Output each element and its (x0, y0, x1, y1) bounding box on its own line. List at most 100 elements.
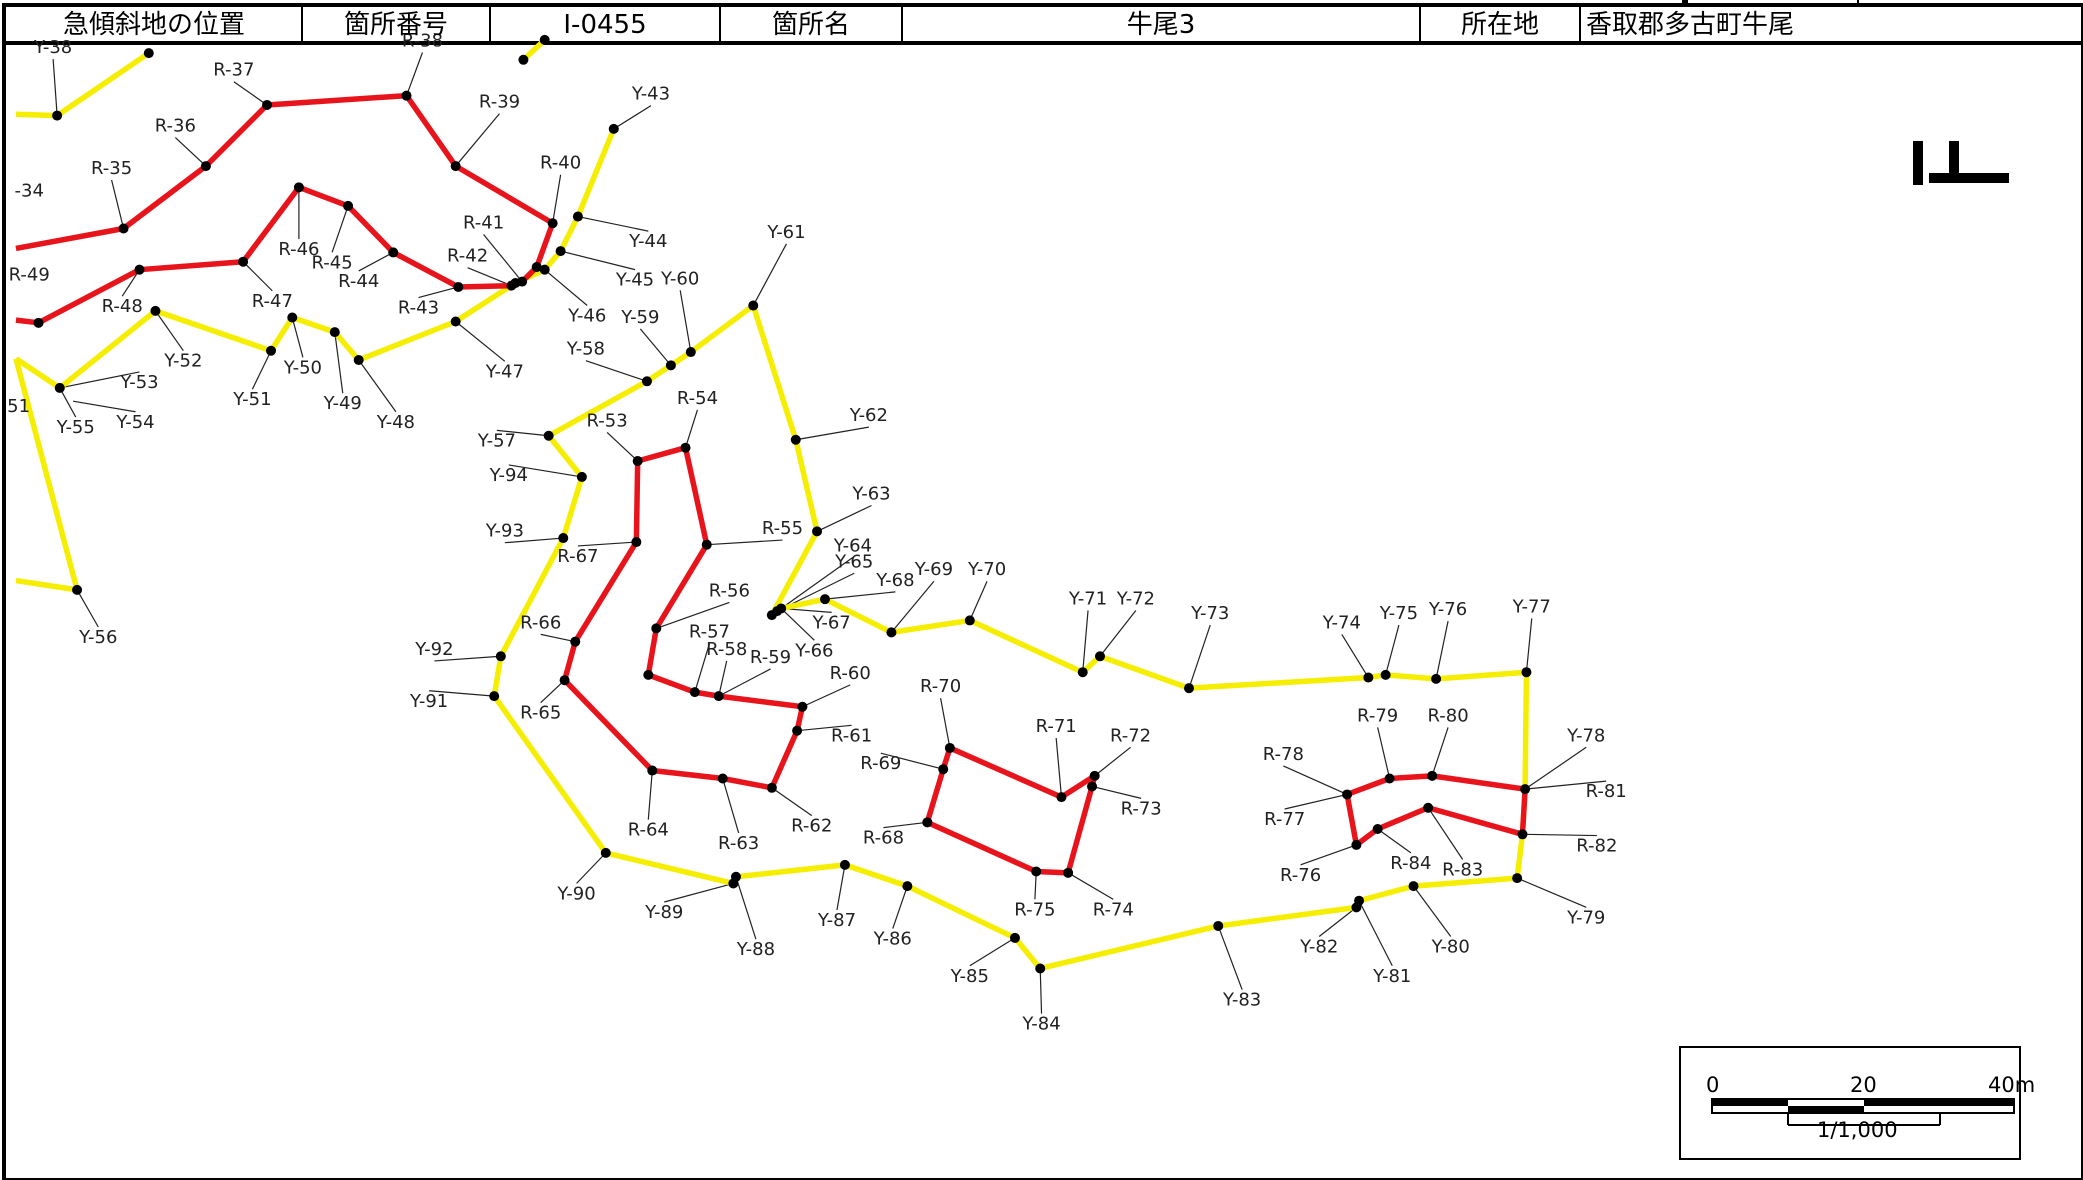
survey-point (632, 455, 643, 466)
point-label-r-68: R-68 (863, 828, 904, 849)
point-label-r-46: R-46 (278, 239, 319, 260)
point-label-y-88: Y-88 (736, 939, 775, 960)
point-label-r-42: R-42 (447, 246, 488, 267)
leader-line (59, 371, 140, 389)
point-label-y-69: Y-69 (914, 559, 953, 580)
survey-point (1089, 770, 1100, 781)
survey-point (1431, 673, 1442, 684)
survey-point (680, 442, 691, 453)
point-label-r-81: R-81 (1586, 781, 1627, 802)
survey-point (728, 878, 739, 889)
point-label-y-81: Y-81 (1372, 966, 1411, 987)
survey-point (559, 675, 570, 686)
point-label-y-78: Y-78 (1566, 725, 1605, 746)
point-label-r-57: R-57 (689, 622, 730, 643)
point-label-y-77: Y-77 (1512, 596, 1551, 617)
red-boundary-line-2 (561, 444, 806, 791)
point-label-y-57: Y-57 (477, 430, 516, 451)
point-label-y-75: Y-75 (1379, 603, 1418, 624)
survey-point (938, 764, 949, 775)
leader-line (251, 350, 272, 390)
survey-point (819, 594, 830, 605)
yellow-boundary-line-4 (13, 357, 80, 593)
scale-tick-0: 0 (1706, 1073, 1719, 1097)
survey-point (1351, 839, 1362, 850)
point-label-y-58: Y-58 (566, 339, 605, 360)
survey-point (600, 847, 611, 858)
point-label-r-71: R-71 (1036, 716, 1077, 737)
point-label-y-79: Y-79 (1566, 907, 1605, 928)
leader-line (1082, 610, 1089, 673)
survey-point (1213, 920, 1224, 931)
leader-line (797, 724, 852, 732)
leader-line (1385, 624, 1400, 676)
survey-point (748, 300, 759, 311)
leader-line (1284, 793, 1348, 810)
survey-point (118, 223, 129, 234)
leader-line (752, 243, 788, 306)
survey-point (539, 264, 550, 275)
point-label-y-86: Y-86 (873, 929, 912, 950)
partial-label: 51 (7, 396, 30, 417)
header-table: 急傾斜地の位置 箇所番号 Ⅰ-0455 箇所名 牛尾3 所在地 香取郡多古町牛尾 (0, 0, 2083, 44)
point-label-y-64: Y-64 (833, 535, 872, 556)
point-label-r-35: R-35 (91, 158, 132, 179)
leader-line (560, 250, 636, 271)
scale-bar: 0 20 40m 1/1,000 (1679, 1046, 2035, 1160)
point-label-r-67: R-67 (557, 546, 598, 567)
survey-point (689, 687, 700, 698)
point-label-y-52: Y-52 (163, 351, 202, 372)
point-label-y-89: Y-89 (644, 902, 683, 923)
survey-point (54, 382, 65, 393)
leader-line (1341, 634, 1369, 678)
survey-points (33, 34, 1532, 974)
scale-tick-40: 40m (1988, 1073, 2035, 1097)
yellow-boundary-line-5 (491, 303, 1530, 972)
survey-point (572, 211, 583, 222)
survey-point (1408, 881, 1419, 892)
point-label-r-64: R-64 (628, 820, 669, 841)
survey-point (1372, 823, 1383, 834)
leader-line (467, 267, 512, 287)
survey-point (1342, 789, 1353, 800)
point-label-y-84: Y-84 (1021, 1014, 1060, 1035)
point-label-r-82: R-82 (1576, 836, 1617, 857)
point-label-r-63: R-63 (718, 833, 759, 854)
leader-line (880, 752, 944, 770)
survey-point (1035, 963, 1046, 974)
point-label-r-59: R-59 (750, 647, 791, 668)
leader-line (1431, 727, 1449, 777)
point-label-r-47: R-47 (252, 291, 293, 312)
leader-line (890, 580, 935, 633)
survey-point (1363, 672, 1374, 683)
survey-point (401, 90, 412, 101)
leader-line (1300, 844, 1357, 866)
point-label-r-78: R-78 (1263, 744, 1304, 765)
leader-line (656, 601, 730, 629)
point-label-y-50: Y-50 (283, 357, 322, 378)
point-label-y-67: Y-67 (812, 612, 851, 633)
point-label-r-80: R-80 (1427, 705, 1468, 726)
survey-point (1520, 784, 1531, 795)
leader-line (358, 359, 397, 413)
survey-point (547, 218, 558, 229)
leader-line (331, 205, 349, 253)
point-label-y-76: Y-76 (1428, 599, 1467, 620)
yellow-boundary-line-1 (15, 50, 151, 119)
point-label-y-82: Y-82 (1299, 937, 1338, 958)
point-label-y-47: Y-47 (485, 361, 524, 382)
site-address: 香取郡多古町牛尾 (1586, 10, 1795, 40)
leader-line (508, 464, 582, 478)
point-label-y-93: Y-93 (485, 521, 524, 542)
survey-point (570, 636, 581, 647)
leader-line (1377, 727, 1391, 779)
leader-line (816, 504, 872, 532)
leader-line (836, 864, 846, 911)
leader-line (1358, 900, 1393, 967)
leader-line (1099, 610, 1137, 657)
point-label-r-84: R-84 (1390, 853, 1431, 874)
point-label-y-94: Y-94 (489, 465, 528, 486)
leader-line (111, 179, 125, 229)
leader-line (1039, 968, 1043, 1014)
point-label-y-87: Y-87 (817, 910, 856, 931)
